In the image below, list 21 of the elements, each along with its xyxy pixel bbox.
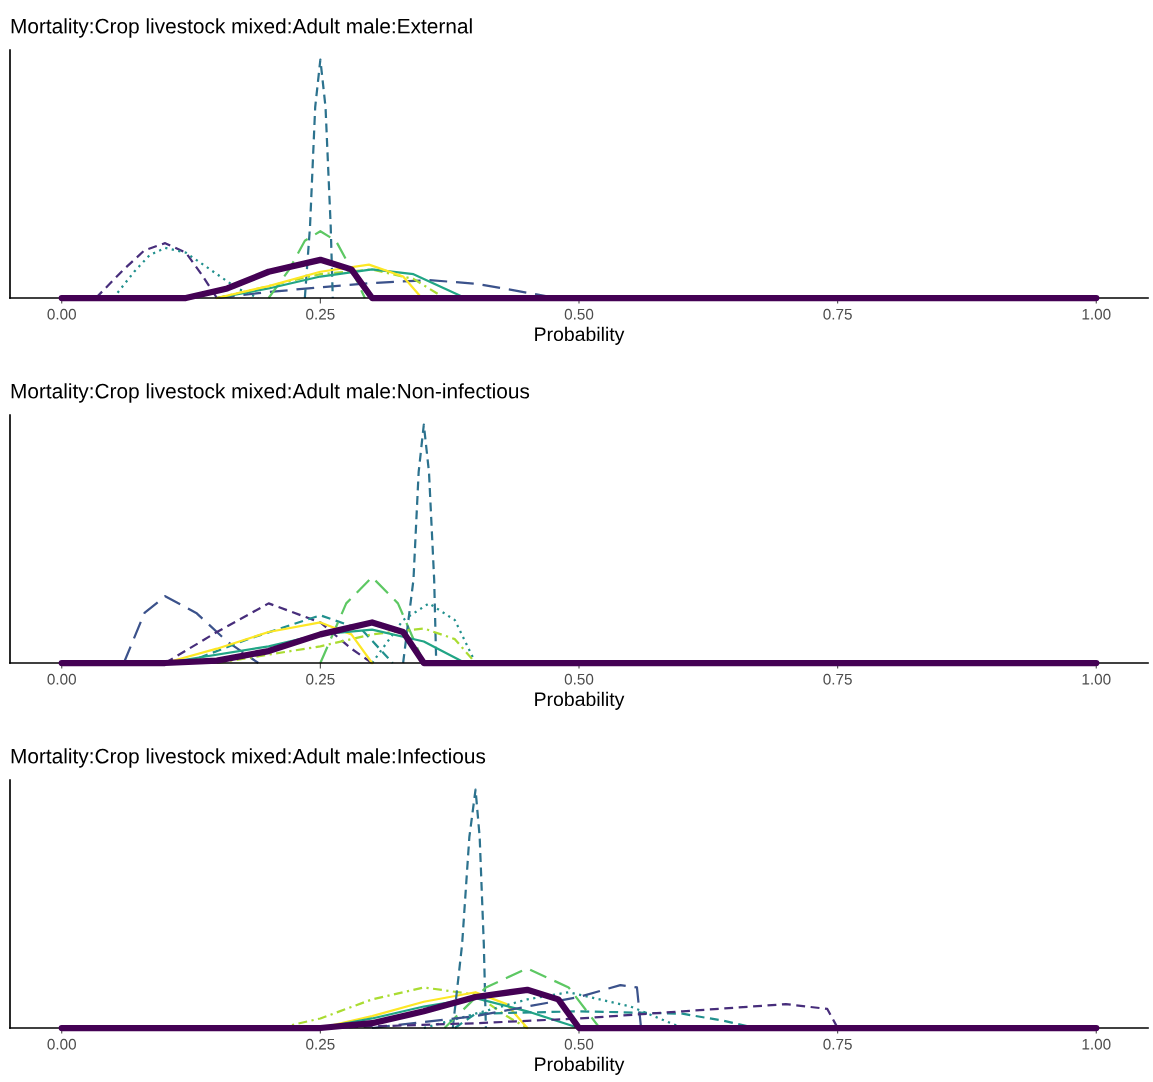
- x-tick-label: 0.00: [47, 308, 76, 320]
- x-tick-label: 0.50: [564, 308, 594, 320]
- x-tick-label: 0.25: [306, 1038, 335, 1050]
- chart-title: Mortality:Crop livestock mixed:Adult male:External: [11, 18, 472, 38]
- x-tick-label: 1.00: [1082, 673, 1111, 685]
- x-tick-label: 1.00: [1082, 1038, 1111, 1050]
- chart-title: Mortality:Crop livestock mixed:Adult male:Infectious: [11, 748, 486, 768]
- chart-title: Mortality:Crop livestock mixed:Adult male:Non-infectious: [11, 383, 530, 403]
- x-axis-title: Probability: [535, 326, 625, 345]
- x-tick-label: 0.75: [823, 308, 852, 320]
- x-axis-title: Probability: [535, 1056, 625, 1075]
- x-axis-title: Probability: [535, 691, 625, 710]
- x-tick-label: 0.50: [564, 1038, 594, 1050]
- x-tick-label: 0.75: [823, 673, 852, 685]
- x-tick-label: 0.00: [47, 673, 76, 685]
- x-tick-label: 0.75: [823, 1038, 852, 1050]
- x-tick-label: 0.00: [47, 1038, 76, 1050]
- x-tick-label: 0.25: [306, 673, 335, 685]
- x-tick-label: 1.00: [1082, 308, 1111, 320]
- x-tick-label: 0.50: [564, 673, 594, 685]
- x-tick-label: 0.25: [306, 308, 335, 320]
